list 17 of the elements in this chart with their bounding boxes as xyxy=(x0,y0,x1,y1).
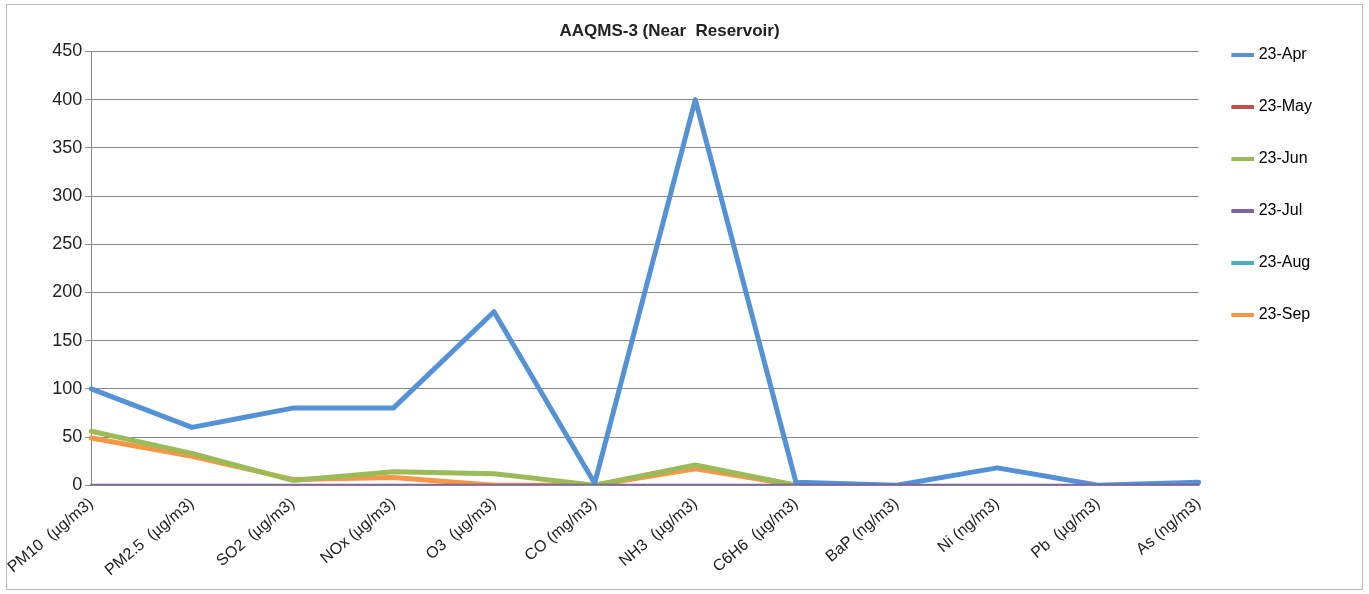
chart-title: AAQMS-3 (Near Reservoir) xyxy=(559,20,780,40)
legend-label: 23-Jul xyxy=(1258,201,1303,219)
y-tick-label: 300 xyxy=(52,184,83,205)
legend-label: 23-Apr xyxy=(1258,45,1308,63)
y-tick-label: 200 xyxy=(52,281,83,302)
y-tick-label: 150 xyxy=(52,329,83,350)
y-tick-label: 350 xyxy=(52,136,83,157)
y-tick-label: 100 xyxy=(52,377,83,398)
legend-label: 23-Aug xyxy=(1258,253,1311,271)
y-tick-label: 250 xyxy=(52,233,83,254)
legend-label: 23-Sep xyxy=(1258,305,1311,323)
legend-label: 23-Jun xyxy=(1258,149,1308,167)
y-tick-label: 0 xyxy=(72,474,83,495)
legend-label: 23-May xyxy=(1258,97,1313,115)
y-tick-label: 400 xyxy=(52,88,83,109)
y-tick-label: 50 xyxy=(62,425,83,446)
y-tick-label: 450 xyxy=(52,40,83,61)
